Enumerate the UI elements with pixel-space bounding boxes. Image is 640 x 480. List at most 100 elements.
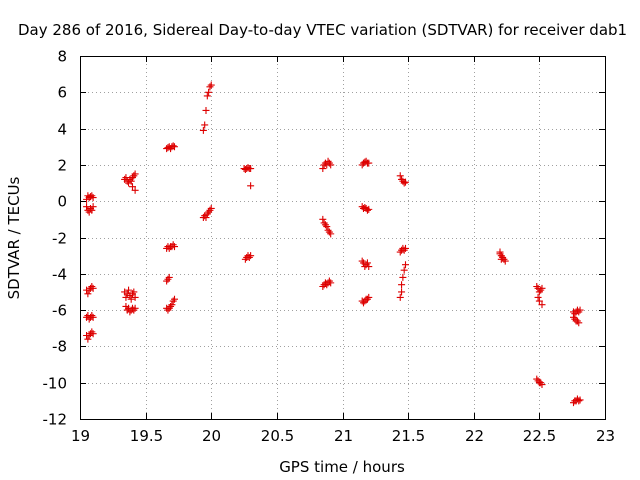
data-point: [131, 293, 139, 301]
data-point: [327, 161, 335, 169]
data-point: [131, 186, 139, 194]
data-point: [399, 273, 407, 281]
data-point: [247, 182, 255, 190]
axis-ticks: 19 19.5 20 20.5 21 21.5 22 22.5 2386420-2-4-6-8-…: [43, 48, 616, 446]
data-point: [89, 284, 97, 292]
data-point: [402, 261, 409, 269]
data-point: [89, 313, 97, 321]
y-tick-label: -4: [52, 266, 67, 284]
data-point: [327, 279, 335, 287]
data-point: [398, 281, 406, 289]
data-point: [363, 259, 371, 267]
data-point: [83, 203, 91, 211]
data-point: [534, 293, 542, 301]
data-point: [363, 206, 371, 214]
data-point: [327, 230, 335, 238]
y-tick-label: -6: [52, 302, 67, 320]
data-point: [171, 295, 178, 303]
y-tick-label: -10: [43, 375, 68, 393]
data-point: [206, 83, 214, 91]
data-point: [131, 304, 139, 312]
data-point: [398, 288, 406, 296]
data-point: [396, 172, 404, 180]
data-point: [129, 183, 136, 191]
data-point: [125, 286, 133, 294]
data-point: [171, 143, 178, 151]
y-tick-label: -2: [52, 230, 67, 248]
data-point: [365, 263, 373, 271]
y-tick-label: 6: [57, 84, 67, 102]
x-tick-label: 20.5: [261, 427, 294, 445]
data-point: [84, 290, 92, 298]
data-point: [202, 106, 210, 114]
grid-lines: [80, 56, 605, 419]
data-point: [164, 275, 172, 283]
data-point: [497, 255, 505, 263]
data-point: [207, 204, 215, 212]
data-point: [205, 88, 213, 96]
data-point: [319, 215, 327, 223]
x-tick-label: 21.5: [392, 427, 425, 445]
data-point: [319, 165, 327, 173]
x-tick-label: 19: [71, 427, 90, 445]
x-tick-label: 22: [465, 427, 484, 445]
data-point: [89, 194, 97, 202]
data-point: [169, 142, 177, 150]
x-axis-label: GPS time / hours: [279, 458, 405, 476]
data-point: [402, 244, 409, 252]
data-point: [538, 381, 546, 389]
data-point: [402, 178, 409, 186]
y-tick-label: -8: [52, 338, 67, 356]
data-point: [207, 81, 215, 89]
data-point: [131, 170, 139, 178]
y-axis-label: SDTVAR / TECUs: [5, 176, 23, 299]
data-point: [165, 273, 173, 281]
data-point: [202, 214, 210, 222]
data-point: [84, 335, 92, 343]
data-point: [127, 295, 135, 303]
y-tick-label: 8: [57, 48, 67, 66]
y-tick-label: 0: [57, 193, 67, 211]
data-point: [365, 159, 373, 167]
data-point: [323, 223, 331, 231]
data-points: [83, 81, 584, 407]
data-point: [576, 396, 584, 404]
data-point: [247, 165, 255, 173]
data-point: [538, 284, 546, 292]
y-tick-label: 4: [57, 121, 67, 139]
x-tick-label: 21: [334, 427, 353, 445]
x-tick-label: 19.5: [130, 427, 163, 445]
data-point: [396, 293, 404, 301]
data-point: [168, 301, 176, 309]
data-point: [247, 252, 255, 260]
data-point: [89, 330, 97, 338]
plot-frame: [80, 56, 606, 420]
data-point: [199, 126, 207, 134]
data-point: [538, 301, 546, 309]
data-point: [365, 293, 373, 301]
data-point: [400, 179, 408, 187]
data-point: [400, 266, 408, 274]
data-point: [501, 257, 509, 265]
data-point: [365, 205, 373, 213]
data-point: [130, 288, 138, 296]
data-point: [535, 297, 543, 305]
data-point: [122, 293, 130, 301]
chart-title: Day 286 of 2016, Sidereal Day-to-day VTE…: [18, 21, 627, 39]
data-point: [88, 206, 96, 214]
data-point: [171, 243, 178, 251]
data-point: [575, 397, 583, 405]
data-point: [575, 319, 583, 327]
x-tick-label: 23: [596, 427, 615, 445]
data-point: [576, 306, 584, 314]
data-point: [122, 174, 130, 182]
data-point: [89, 203, 97, 211]
data-point: [496, 248, 504, 256]
x-tick-label: 22.5: [523, 427, 556, 445]
data-point: [203, 92, 211, 100]
y-tick-label: -12: [43, 411, 68, 429]
y-tick-label: 2: [57, 157, 67, 175]
x-tick-label: 20: [202, 427, 221, 445]
data-point: [201, 121, 209, 129]
